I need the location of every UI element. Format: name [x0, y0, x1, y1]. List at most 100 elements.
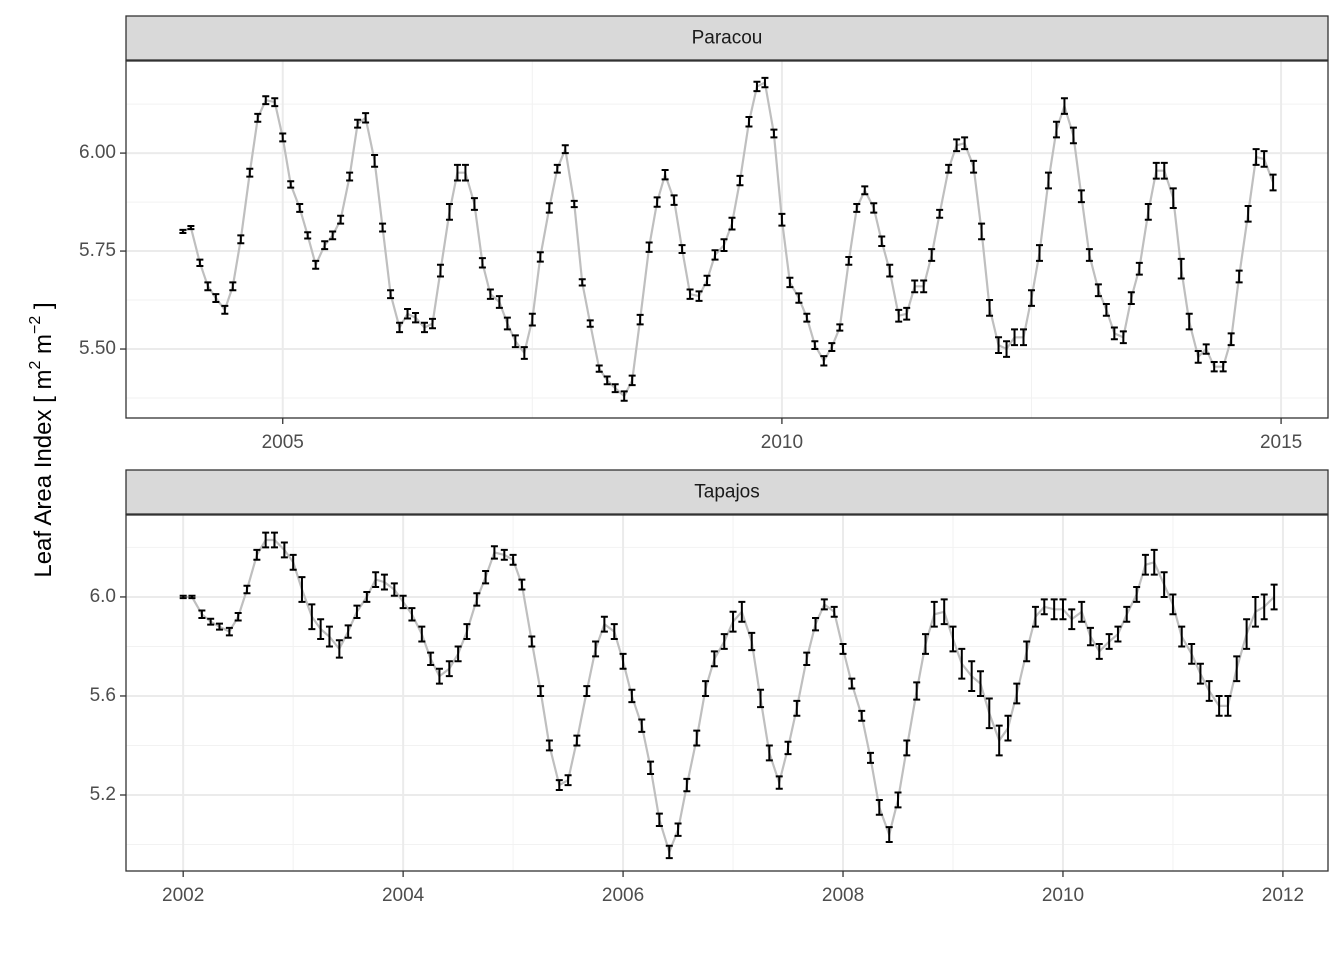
error-bar [610, 623, 618, 641]
error-bar [985, 697, 993, 730]
error-bar [289, 553, 297, 571]
series [179, 76, 1277, 402]
error-bar [1227, 332, 1235, 347]
error-bar [870, 202, 878, 214]
error-bar [928, 248, 936, 262]
error-bar [196, 258, 204, 267]
error-bar [655, 812, 663, 827]
error-bar [995, 724, 1003, 757]
error-bar [820, 598, 828, 611]
error-bar [353, 604, 361, 619]
error-bar [246, 167, 254, 178]
error-bar [728, 216, 736, 231]
error-bar [1194, 349, 1202, 364]
error-bar [911, 279, 919, 294]
error-bar [703, 274, 711, 287]
error-bar [583, 685, 591, 697]
error-bar [561, 144, 569, 155]
error-bar [1011, 328, 1019, 347]
error-bar [237, 234, 245, 245]
error-bar [793, 699, 801, 717]
error-bar [225, 626, 233, 637]
error-bar [968, 660, 976, 693]
error-bar [346, 171, 354, 182]
error-bar [1243, 618, 1251, 650]
error-bar [1210, 360, 1218, 373]
error-bar [573, 734, 581, 747]
error-bar [784, 740, 792, 756]
error-bar [1052, 120, 1060, 139]
error-bar [1169, 593, 1177, 616]
error-bar [473, 592, 481, 607]
error-bar [665, 844, 673, 860]
error-bar [188, 594, 196, 600]
error-bar [207, 617, 215, 626]
error-bar [729, 610, 737, 633]
error-bar [1185, 312, 1193, 331]
error-bar [387, 289, 395, 300]
y-tick-label: 6.00 [79, 142, 116, 163]
error-bar [1219, 360, 1227, 373]
error-bar [500, 548, 508, 561]
error-bar [647, 760, 655, 775]
error-bar [1133, 586, 1141, 603]
x-tick-label: 2012 [1262, 885, 1304, 906]
panel-border [125, 60, 1329, 419]
error-bar [1078, 600, 1086, 623]
error-bar [753, 80, 761, 93]
error-bar [803, 651, 811, 667]
error-bar [421, 321, 429, 334]
error-bar [287, 180, 295, 189]
error-bar [463, 623, 471, 641]
error-bar [861, 185, 869, 196]
error-bar [1068, 608, 1076, 631]
error-bar [379, 222, 387, 233]
error-bar [1215, 694, 1223, 717]
error-bar [836, 323, 844, 332]
error-bar [636, 313, 644, 326]
error-bar [748, 631, 756, 652]
error-bar [1119, 330, 1127, 345]
error-bar [461, 163, 469, 182]
error-bar [795, 292, 803, 304]
error-bar [518, 578, 526, 591]
error-bar [418, 625, 426, 643]
error-bar [903, 306, 911, 321]
error-bar [412, 311, 420, 324]
error-bar [1141, 553, 1149, 576]
data-line [183, 538, 1275, 856]
error-bar [1135, 261, 1143, 276]
error-bar [536, 251, 544, 263]
error-bar [711, 249, 719, 261]
error-bar [1224, 694, 1232, 717]
error-bar [553, 163, 561, 174]
error-bar [885, 826, 893, 844]
error-bar [867, 751, 875, 764]
error-bar [1004, 714, 1012, 742]
error-bar [570, 199, 578, 209]
error-bar [511, 334, 519, 349]
error-bar [321, 240, 329, 251]
error-bar [198, 609, 206, 619]
error-bar [564, 774, 572, 787]
error-bar [453, 163, 461, 182]
error-bar [628, 374, 636, 387]
x-tick-label: 2002 [162, 885, 204, 906]
error-bar [702, 680, 710, 697]
error-bar [1235, 269, 1243, 284]
error-bar [528, 312, 536, 327]
error-bar [953, 138, 961, 153]
error-bar [936, 208, 944, 219]
error-bar [961, 136, 969, 151]
error-bar [1095, 642, 1103, 660]
error-bar [1040, 598, 1048, 616]
error-bar [820, 355, 828, 367]
series [179, 531, 1278, 860]
error-bar [720, 238, 728, 253]
error-bar [254, 112, 262, 123]
error-bar [1123, 605, 1131, 623]
error-bar [1069, 126, 1077, 145]
error-bar [470, 197, 478, 211]
y-tick-label: 6.0 [90, 586, 116, 607]
